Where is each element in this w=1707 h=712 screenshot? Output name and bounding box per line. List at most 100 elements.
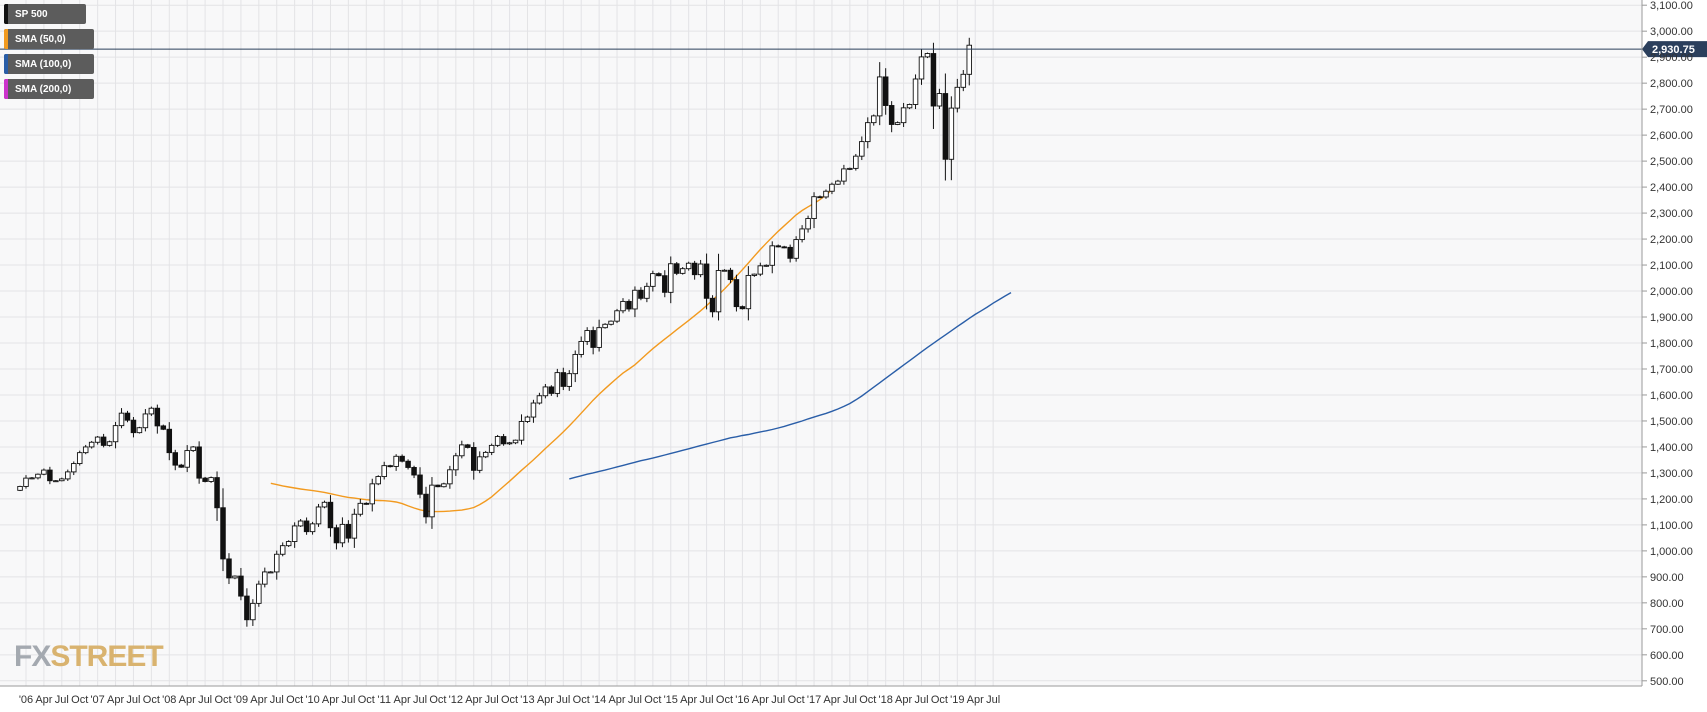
candle-body xyxy=(268,571,274,574)
last-price-tag xyxy=(1642,41,1707,58)
candle-body xyxy=(112,425,119,443)
candle-body xyxy=(262,571,268,585)
x-tick-label: Apr xyxy=(967,694,984,706)
candle-body xyxy=(691,262,698,276)
y-tick-label: 1,800.00 xyxy=(1650,338,1693,350)
candle-body xyxy=(626,300,632,310)
candle-body xyxy=(387,465,393,468)
candle-body xyxy=(847,167,853,170)
candle-body xyxy=(369,483,376,505)
candle-body xyxy=(471,447,477,471)
candle-body xyxy=(584,330,590,342)
candle-body xyxy=(435,484,441,488)
legend-item-sp500[interactable]: SP 500 xyxy=(4,4,86,24)
candle-body xyxy=(644,285,650,299)
candle-body xyxy=(429,484,435,518)
x-tick-label: Oct xyxy=(859,694,876,706)
candle-body xyxy=(578,340,584,355)
x-tick-label: Oct xyxy=(286,694,303,706)
x-tick-label: Apr xyxy=(35,694,52,706)
x-tick-label: Oct xyxy=(358,694,375,706)
legend-item-sma200[interactable]: SMA (200,0) xyxy=(4,79,94,99)
candle-body xyxy=(542,386,549,397)
candle-body xyxy=(41,469,47,475)
x-tick-label: Apr xyxy=(752,694,769,706)
candle-body xyxy=(226,558,232,579)
candle-body xyxy=(721,269,728,272)
candle-body xyxy=(47,469,53,482)
candle-body xyxy=(781,246,787,249)
candle-body xyxy=(572,353,578,375)
candles xyxy=(17,37,973,627)
candle-body xyxy=(638,289,644,299)
candle-body xyxy=(763,264,770,267)
x-tick-label: Oct xyxy=(644,694,661,706)
candle-body xyxy=(697,263,704,276)
x-tick-label: Jul xyxy=(270,694,284,706)
candle-body xyxy=(148,407,155,415)
candle-body xyxy=(865,122,871,143)
candle-body xyxy=(757,265,764,275)
legend-item-sma50[interactable]: SMA (50,0) xyxy=(4,29,94,49)
candle-body xyxy=(160,425,167,430)
candle-body xyxy=(441,483,447,488)
legend-label: SMA (50,0) xyxy=(15,33,66,45)
y-tick-label: 2,500.00 xyxy=(1650,156,1693,168)
x-tick-label: Jul xyxy=(628,694,642,706)
candle-body xyxy=(793,239,799,259)
candle-body xyxy=(82,446,89,454)
candle-body xyxy=(273,553,280,573)
candle-body xyxy=(327,501,334,529)
x-tick-label: Apr xyxy=(537,694,554,706)
legend-label: SP 500 xyxy=(15,8,48,20)
x-tick-label: Jul xyxy=(700,694,714,706)
candle-body xyxy=(506,442,513,445)
legend-swatch-sma100 xyxy=(4,54,8,74)
candle-body xyxy=(345,523,352,539)
candle-body xyxy=(136,427,143,434)
y-tick-label: 1,600.00 xyxy=(1650,390,1693,402)
candle-body xyxy=(447,469,453,485)
x-tick-label: '06 xyxy=(19,694,33,706)
x-tick-label: Apr xyxy=(394,694,411,706)
candle-body xyxy=(853,155,859,169)
y-tick-label: 1,200.00 xyxy=(1650,494,1693,506)
x-tick-label: Apr xyxy=(322,694,339,706)
y-tick-label: 2,300.00 xyxy=(1650,208,1693,220)
candle-body xyxy=(888,105,895,125)
candle-body xyxy=(494,436,501,446)
x-tick-label: Oct xyxy=(429,694,446,706)
candle-body xyxy=(673,263,680,274)
x-tick-label: '14 xyxy=(592,694,606,706)
candle-body xyxy=(405,460,411,468)
candle-body xyxy=(936,93,943,107)
legend-item-sma100[interactable]: SMA (100,0) xyxy=(4,54,94,74)
x-tick-label: '15 xyxy=(664,694,678,706)
candle-body xyxy=(930,53,937,107)
legend: SP 500 SMA (50,0) SMA (100,0) SMA (200,0… xyxy=(4,4,94,104)
candle-body xyxy=(238,575,244,597)
candle-body xyxy=(548,386,555,394)
candle-body xyxy=(130,419,137,434)
candle-body xyxy=(100,436,107,446)
candle-body xyxy=(315,506,322,525)
candle-body xyxy=(488,444,495,453)
candle-body xyxy=(870,115,877,124)
x-tick-label: Apr xyxy=(895,694,912,706)
sma-line xyxy=(270,189,833,513)
candle-body xyxy=(196,446,202,479)
candle-body xyxy=(291,525,298,542)
candle-body xyxy=(94,436,101,443)
candle-body xyxy=(53,480,59,483)
x-tick-label: '07 xyxy=(90,694,104,706)
candle-body xyxy=(17,485,23,491)
x-tick-label: '11 xyxy=(377,694,391,706)
candle-body xyxy=(142,413,149,429)
x-tick-label: Apr xyxy=(179,694,196,706)
x-tick-label: '08 xyxy=(162,694,176,706)
candle-body xyxy=(829,183,835,192)
x-tick-label: Apr xyxy=(608,694,625,706)
candle-body xyxy=(363,502,370,505)
